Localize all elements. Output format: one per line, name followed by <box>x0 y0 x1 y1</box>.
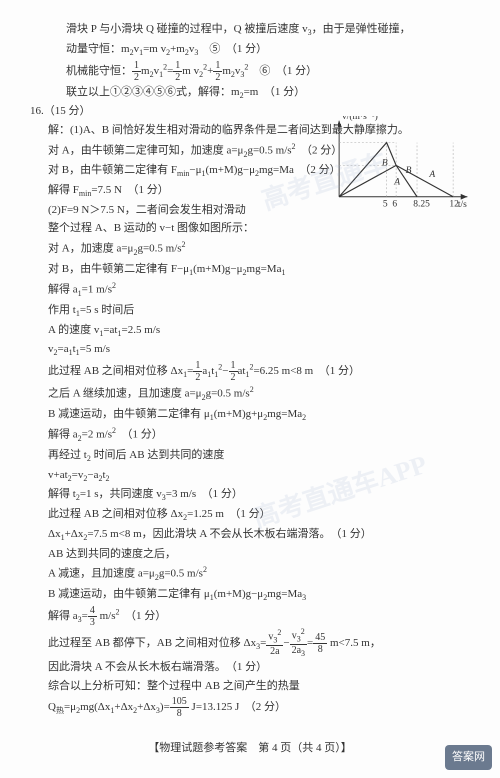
solution-line: 再经过 t2 时间后 AB 达到共同的速度 <box>30 446 470 466</box>
solution-line: AB 达到共同的速度之后， <box>30 545 470 564</box>
svg-text:B: B <box>406 166 412 176</box>
solution-line: 综合以上分析可知：整个过程中 AB 之间产生的热量 <box>30 677 470 696</box>
svg-text:A: A <box>393 177 400 187</box>
solution-line: 对 A，加速度 a=μ2g=0.5 m/s2 <box>30 238 470 259</box>
svg-text:5: 5 <box>383 199 388 209</box>
solution-line: 此过程 AB 之间相对位移 Δx2=1.25 m （1 分） <box>30 505 470 525</box>
solution-line: 解得 t2=1 s，共同速度 v3=3 m/s （1 分） <box>30 485 470 505</box>
solution-line: 解得 a1=1 m/s2 <box>30 279 470 300</box>
solution-line: Δx1+Δx2=7.5 m<8 m，因此滑块 A 不会从长木板右端滑落。 （1 … <box>30 525 470 545</box>
svg-text:t/s: t/s <box>458 200 467 210</box>
solution-line: 解得 a2=2 m/s2 （1 分） <box>30 424 470 445</box>
solution-line: A 减速，且加速度 a=μ2g=0.5 m/s2 <box>30 563 470 584</box>
solution-line: 机械能守恒：12m2v12=12m v22+12m2v32 ⑥ （1 分） <box>30 60 470 83</box>
solution-line: B 减速运动，由牛顿第二定律有 μ1(m+M)g+μ2mg=Ma2 <box>30 405 470 425</box>
corner-badge: 答案网 <box>445 745 492 770</box>
solution-line: 对 B，由牛顿第二定律有 F−μ1(m+M)g−μ2mg=Ma1 <box>30 260 470 280</box>
svg-text:8.25: 8.25 <box>413 199 430 209</box>
solution-line: 此过程 AB 之间相对位移 Δx1=12a1t12−12at12=6.25 m<… <box>30 360 470 383</box>
solution-line: v2=a1t1=5 m/s <box>30 340 470 360</box>
solution-line: 联立以上①②③④⑤⑥式，解得：m2=m （1 分） <box>30 83 470 103</box>
solution-line: 整个过程 A、B 运动的 v−t 图像如图所示： <box>30 219 470 238</box>
solution-line: 动量守恒：m2v1=m v2+m2v3 ⑤ （1 分） <box>30 40 470 60</box>
svg-text:6: 6 <box>392 199 397 209</box>
svg-text:12: 12 <box>449 199 459 209</box>
solution-line: 因此滑块 A 不会从长木板右端滑落。 （1 分） <box>30 658 470 677</box>
solution-line: v+at2=v2−a2t2 <box>30 466 470 486</box>
solution-line: B 减速运动，由牛顿第二定律有 μ1(m+M)g−μ2mg=Ma3 <box>30 585 470 605</box>
solution-line: A 的速度 v1=at1=2.5 m/s <box>30 321 470 341</box>
solution-line: 之后 A 继续加速，且加速度 a=μ2g=0.5 m/s2 <box>30 383 470 404</box>
solution-line: 解得 a3=43 m/s2 （1 分） <box>30 605 470 628</box>
solution-line: 滑块 P 与小滑块 Q 碰撞的过程中，Q 被撞后速度 v3，由于是弹性碰撞， <box>30 20 470 40</box>
svg-text:O: O <box>338 196 339 206</box>
solution-line: 此过程至 AB 都停下，AB 之间相对位移 Δx3=v322a−v322a3=4… <box>30 628 470 659</box>
vt-chart: v/(m·s⁻¹)t/sO35568.2512ABAB <box>338 116 478 211</box>
svg-text:B: B <box>382 158 388 168</box>
solution-line: Q热=μ2mg(Δx1+Δx2+Δx3)=1058 J=13.125 J （2 … <box>30 696 470 719</box>
svg-text:v/(m·s⁻¹): v/(m·s⁻¹) <box>342 116 378 122</box>
svg-text:A: A <box>428 170 435 180</box>
page-footer: 【物理试题参考答案 第 4 页（共 4 页）】 <box>30 739 470 758</box>
solution-line: 作用 t1=5 s 时间后 <box>30 301 470 321</box>
